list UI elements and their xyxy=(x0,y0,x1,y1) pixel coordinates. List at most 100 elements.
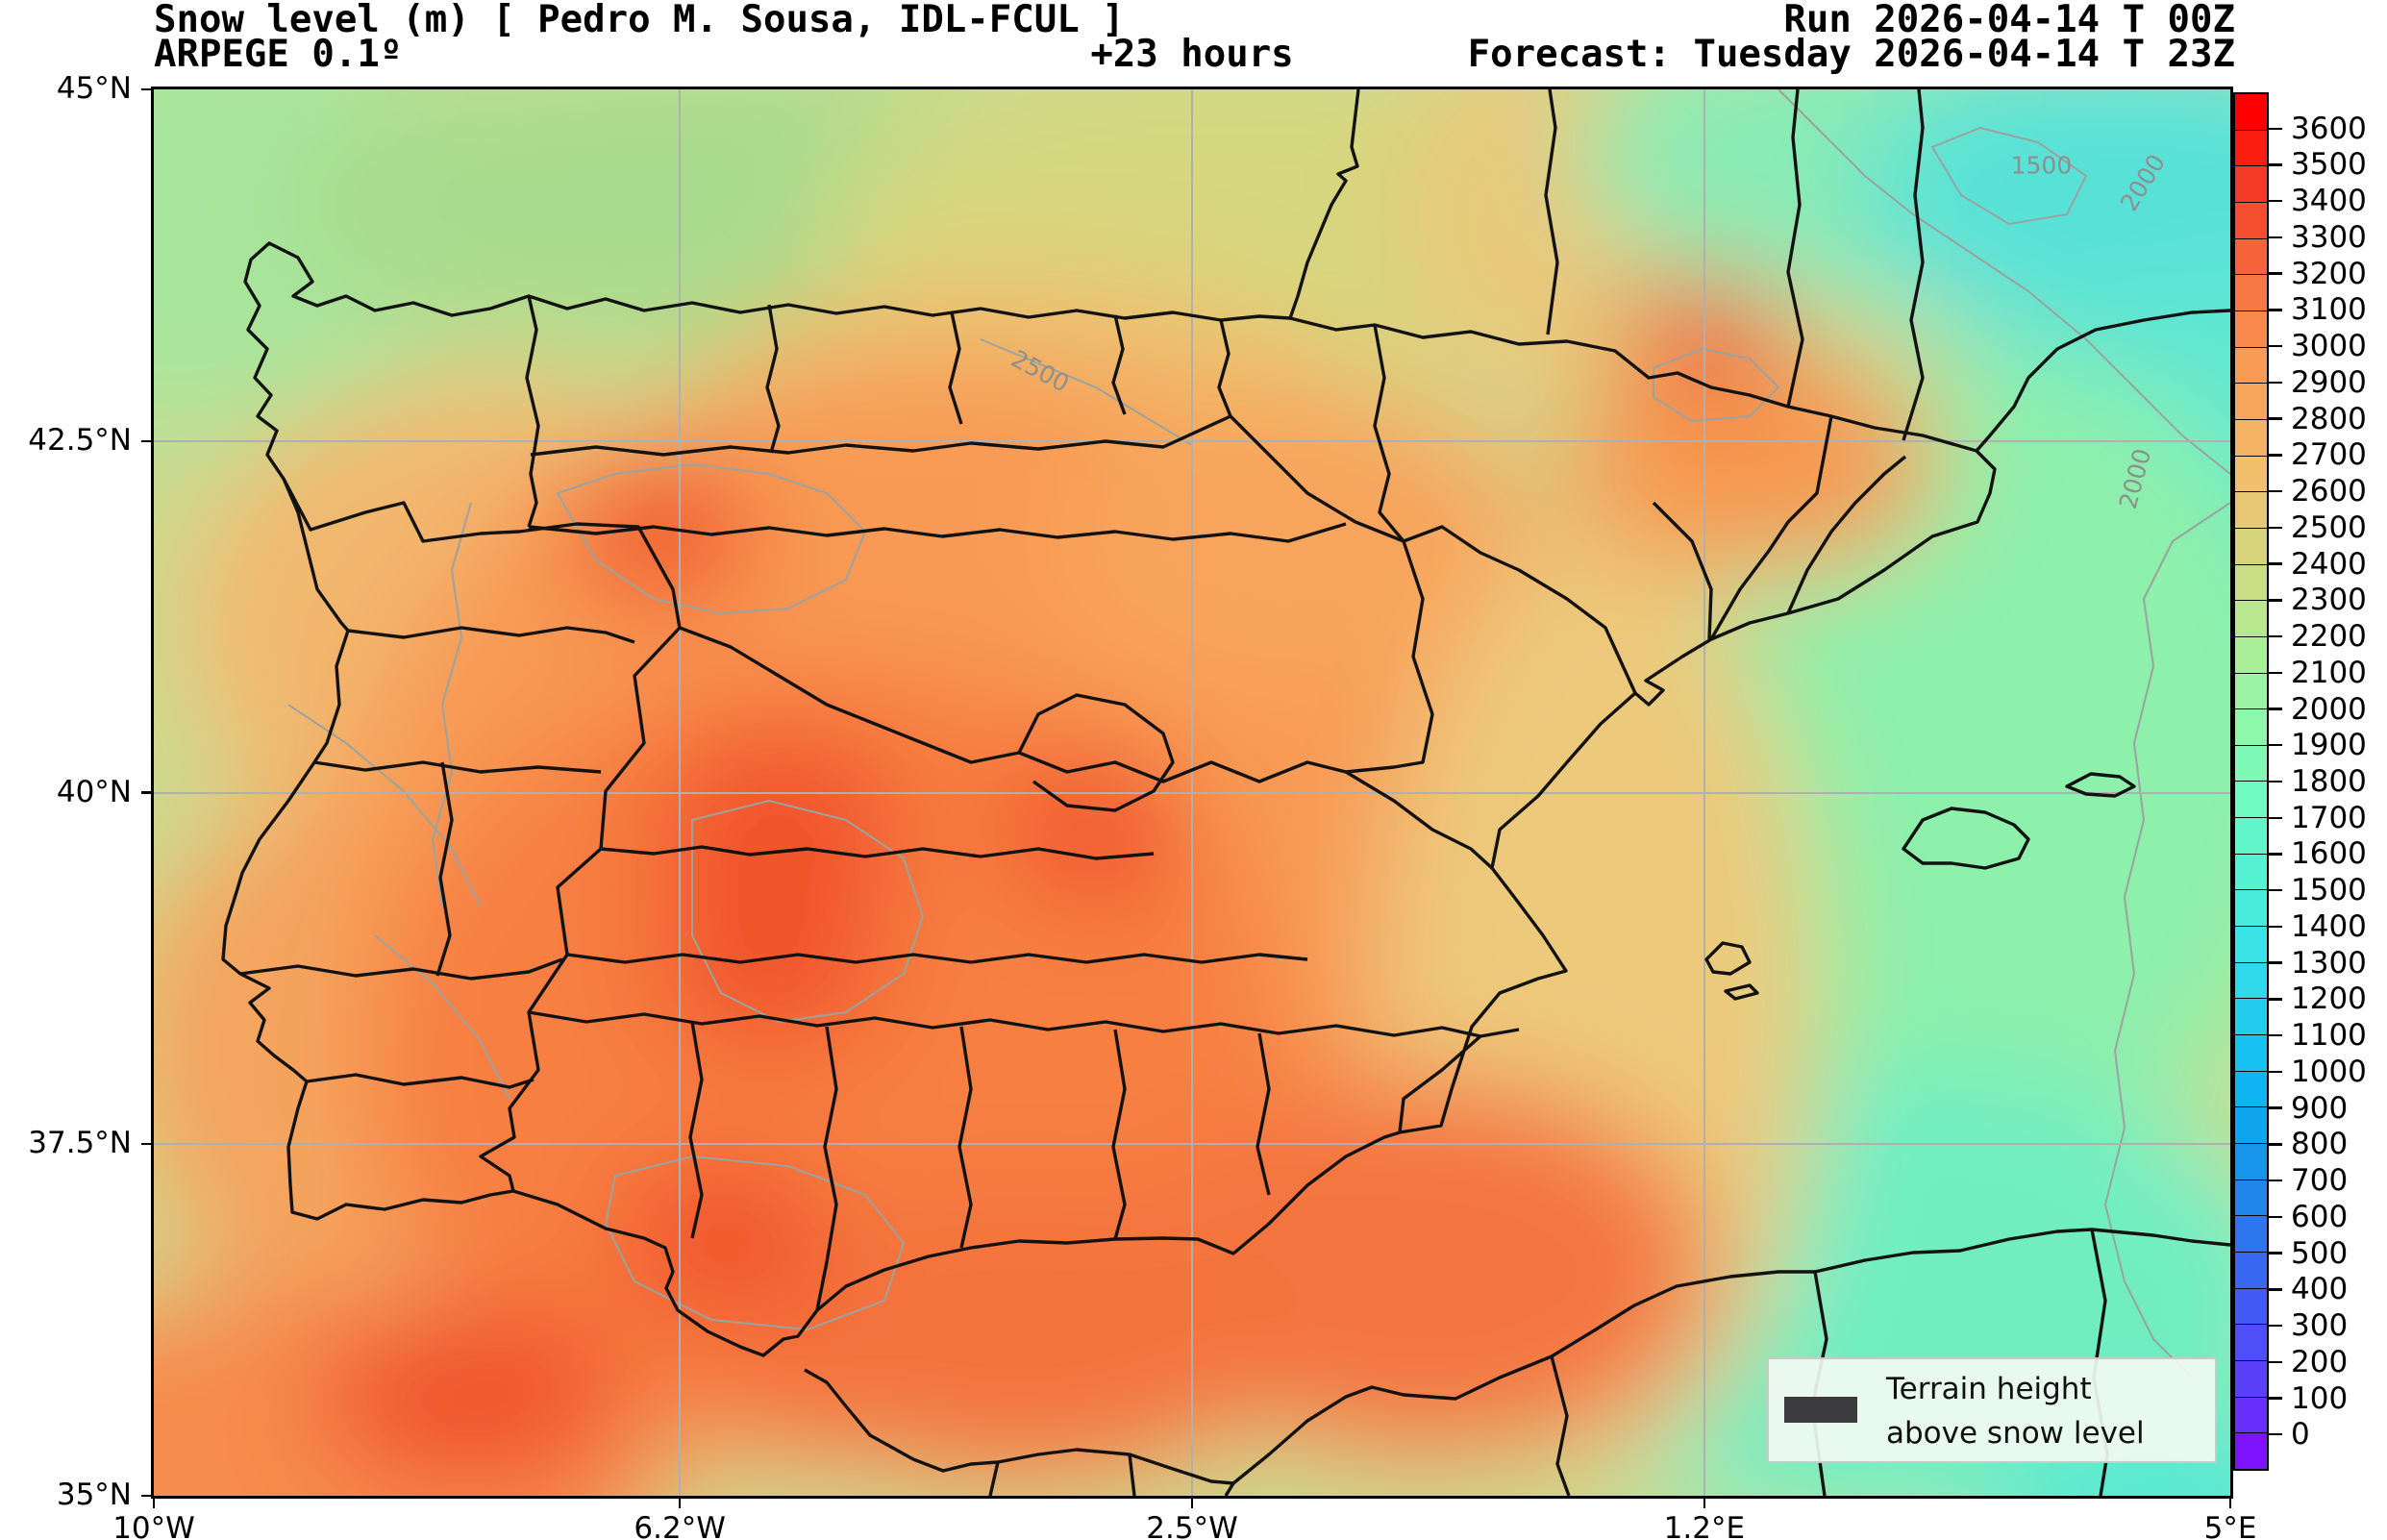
x-tick-label: 10°W xyxy=(112,1511,195,1540)
colorbar-segment xyxy=(2235,927,2267,963)
colorbar-tick xyxy=(2269,599,2282,602)
colorbar-tick-label: 3500 xyxy=(2291,147,2367,183)
colorbar-tick xyxy=(2269,998,2282,1001)
colorbar-tick-label: 100 xyxy=(2291,1380,2349,1416)
y-tick xyxy=(141,1494,154,1498)
colorbar-segment xyxy=(2235,782,2267,819)
colorbar-segment xyxy=(2235,384,2267,420)
colorbar-segment xyxy=(2235,1071,2267,1108)
legend-box: Terrain height above snow level xyxy=(1767,1357,2217,1463)
colorbar-tick-label: 1300 xyxy=(2291,945,2367,981)
colorbar-segment xyxy=(2235,1253,2267,1289)
snow-level-field xyxy=(154,89,2230,1496)
y-tick-label: 37.5°N xyxy=(28,1126,132,1161)
colorbar-tick-label: 2600 xyxy=(2291,474,2367,509)
x-tick xyxy=(678,1496,682,1508)
x-tick-label: 1.2°E xyxy=(1663,1511,1746,1540)
y-tick-label: 35°N xyxy=(56,1478,132,1512)
colorbar-tick xyxy=(2269,1397,2282,1400)
colorbar-tick-label: 2400 xyxy=(2291,546,2367,582)
colorbar-segment xyxy=(2235,1180,2267,1217)
colorbar-segment xyxy=(2235,1107,2267,1145)
colorbar-tick xyxy=(2269,1143,2282,1146)
x-tick xyxy=(1703,1496,1706,1508)
y-tick-label: 45°N xyxy=(56,71,132,106)
colorbar-tick-label: 1100 xyxy=(2291,1018,2367,1054)
colorbar-tick xyxy=(2269,200,2282,203)
colorbar-tick-label: 900 xyxy=(2291,1090,2349,1126)
colorbar-tick xyxy=(2269,1033,2282,1037)
colorbar-tick xyxy=(2269,526,2282,530)
colorbar-tick-label: 3000 xyxy=(2291,329,2367,364)
colorbar-tick-label: 1800 xyxy=(2291,764,2367,799)
contour-label: 1500 xyxy=(2010,151,2073,180)
y-tick xyxy=(141,1143,154,1146)
colorbar-tick xyxy=(2269,634,2282,638)
run-label: Run 2026-04-14 T 00Z xyxy=(1783,0,2235,41)
legend-label: Terrain height above snow level xyxy=(1886,1367,2145,1455)
colorbar-tick xyxy=(2269,417,2282,420)
colorbar-tick xyxy=(2269,744,2282,747)
colorbar-segment xyxy=(2235,818,2267,855)
x-tick xyxy=(2228,1496,2232,1508)
colorbar-tick xyxy=(2269,1433,2282,1436)
colorbar-tick-label: 2200 xyxy=(2291,619,2367,655)
colorbar-segment xyxy=(2235,166,2267,203)
colorbar-tick-label: 600 xyxy=(2291,1199,2349,1234)
colorbar-segment xyxy=(2235,1288,2267,1326)
colorbar-segment xyxy=(2235,601,2267,637)
colorbar-segment xyxy=(2235,673,2267,710)
figure-title: Snow level (m) [ Pedro M. Sousa, IDL-FCU… xyxy=(154,0,1125,41)
colorbar-tick xyxy=(2269,816,2282,819)
colorbar-tick xyxy=(2269,671,2282,674)
colorbar-segment xyxy=(2235,1433,2267,1469)
colorbar-tick-label: 700 xyxy=(2291,1163,2349,1199)
y-tick-label: 42.5°N xyxy=(28,422,132,458)
colorbar-segment xyxy=(2235,745,2267,782)
colorbar-tick xyxy=(2269,381,2282,385)
colorbar-segment xyxy=(2235,347,2267,385)
colorbar-segment xyxy=(2235,492,2267,529)
colorbar-tick-label: 2300 xyxy=(2291,583,2367,618)
colorbar-segment xyxy=(2235,564,2267,602)
colorbar-tick-label: 3100 xyxy=(2291,292,2367,328)
colorbar-tick-label: 3300 xyxy=(2291,219,2367,255)
colorbar-tick xyxy=(2269,344,2282,348)
colorbar-segment xyxy=(2235,275,2267,311)
colorbar-tick xyxy=(2269,1324,2282,1328)
colorbar-tick xyxy=(2269,961,2282,964)
colorbar-tick-label: 2100 xyxy=(2291,655,2367,690)
colorbar-segment xyxy=(2235,636,2267,674)
colorbar-segment xyxy=(2235,1144,2267,1180)
colorbar-strip xyxy=(2233,92,2269,1471)
model-label: ARPEGE 0.1º xyxy=(154,33,403,76)
terrain-swatch xyxy=(1784,1397,1857,1423)
colorbar-tick xyxy=(2269,454,2282,457)
colorbar-tick-label: 1600 xyxy=(2291,836,2367,872)
colorbar-segment xyxy=(2235,1325,2267,1361)
colorbar-tick-label: 2700 xyxy=(2291,437,2367,473)
colorbar-tick xyxy=(2269,489,2282,493)
y-tick xyxy=(141,87,154,91)
x-tick-label: 2.5°W xyxy=(1146,1511,1238,1540)
colorbar-tick xyxy=(2269,925,2282,929)
colorbar-segment xyxy=(2235,854,2267,891)
colorbar-tick-label: 1900 xyxy=(2291,728,2367,763)
colorbar-tick xyxy=(2269,163,2282,166)
colorbar-tick xyxy=(2269,309,2282,311)
y-tick-label: 40°N xyxy=(56,774,132,809)
colorbar-tick-label: 2800 xyxy=(2291,401,2367,436)
colorbar-tick xyxy=(2269,1215,2282,1219)
colorbar-tick xyxy=(2269,780,2282,783)
colorbar-tick-label: 3200 xyxy=(2291,256,2367,291)
colorbar-tick-label: 3400 xyxy=(2291,184,2367,219)
colorbar-segment xyxy=(2235,1360,2267,1398)
colorbar-tick-label: 200 xyxy=(2291,1344,2349,1379)
colorbar-tick-label: 1400 xyxy=(2291,908,2367,944)
x-tick xyxy=(152,1496,156,1508)
colorbar-tick-label: 1500 xyxy=(2291,873,2367,908)
colorbar-segment xyxy=(2235,238,2267,276)
colorbar-tick-label: 500 xyxy=(2291,1235,2349,1271)
colorbar-segment xyxy=(2235,456,2267,493)
